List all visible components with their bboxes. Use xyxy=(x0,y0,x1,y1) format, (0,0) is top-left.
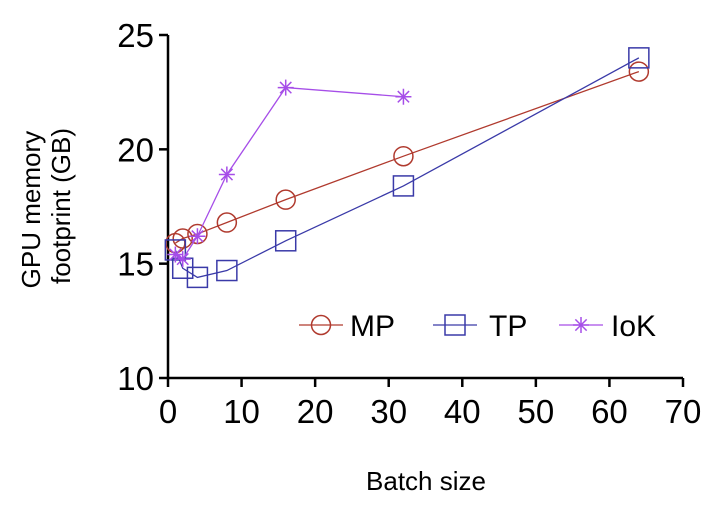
y-axis-title-line-1: GPU memory xyxy=(16,131,46,288)
x-tick-label: 70 xyxy=(665,393,702,430)
series-line-tp xyxy=(174,57,640,279)
x-tick-label: 40 xyxy=(444,393,481,430)
x-tick-label: 10 xyxy=(223,393,260,430)
data-point-tp xyxy=(216,259,238,282)
y-axis-title-line-2: footprint (GB) xyxy=(46,128,76,284)
data-point-iok xyxy=(167,246,184,263)
data-point-iok xyxy=(395,88,412,105)
x-tick-label: 60 xyxy=(591,393,628,430)
legend-marker-circle xyxy=(310,314,332,336)
x-tick-label: 0 xyxy=(159,393,177,430)
legend-item-tp: TP xyxy=(433,310,527,343)
axes xyxy=(166,35,683,380)
data-point-tp xyxy=(186,266,209,289)
y-tick-label: 25 xyxy=(117,17,154,54)
data-point-mp xyxy=(393,145,414,167)
series-line-mp xyxy=(175,70,640,244)
y-tick-label: 15 xyxy=(117,246,154,283)
legend-marker-asterisk xyxy=(573,317,589,333)
legend-marker-square xyxy=(444,314,466,336)
legend-marker-mp xyxy=(310,314,332,336)
y-tick-label: 20 xyxy=(117,131,154,168)
data-point-mp xyxy=(172,228,193,249)
data-point-mp xyxy=(216,212,238,233)
data-point-iok xyxy=(218,166,235,183)
y-axis-title: GPU memory footprint (GB) xyxy=(16,124,76,289)
data-point-mp xyxy=(628,61,650,82)
series-line-iok xyxy=(175,86,404,260)
data-point-tp xyxy=(274,230,297,252)
series-iok xyxy=(167,79,412,268)
data-point-iok xyxy=(174,251,191,268)
legend-marker-iok xyxy=(573,317,589,333)
data-point-iok xyxy=(189,228,206,245)
series-mp xyxy=(165,61,650,254)
legend-label-tp: TP xyxy=(489,310,527,343)
x-tick-label: 30 xyxy=(370,393,407,430)
legend-marker-tp xyxy=(444,314,466,336)
series-tp xyxy=(164,47,650,289)
data-point-mp xyxy=(275,189,296,210)
y-tick-label: 10 xyxy=(117,360,154,397)
series-layer xyxy=(164,47,650,289)
data-point-tp xyxy=(392,175,415,197)
x-tick-label: 50 xyxy=(517,393,554,430)
x-tick-label: 20 xyxy=(297,393,334,430)
legend-label-mp: MP xyxy=(350,310,395,343)
legend: MP TP IoK xyxy=(299,310,656,343)
legend-item-mp: MP xyxy=(299,310,395,343)
data-point-tp xyxy=(628,47,650,69)
data-point-iok xyxy=(277,79,294,96)
legend-label-iok: IoK xyxy=(611,310,656,343)
x-axis-title: Batch size xyxy=(366,466,486,496)
legend-item-iok: IoK xyxy=(559,310,656,343)
